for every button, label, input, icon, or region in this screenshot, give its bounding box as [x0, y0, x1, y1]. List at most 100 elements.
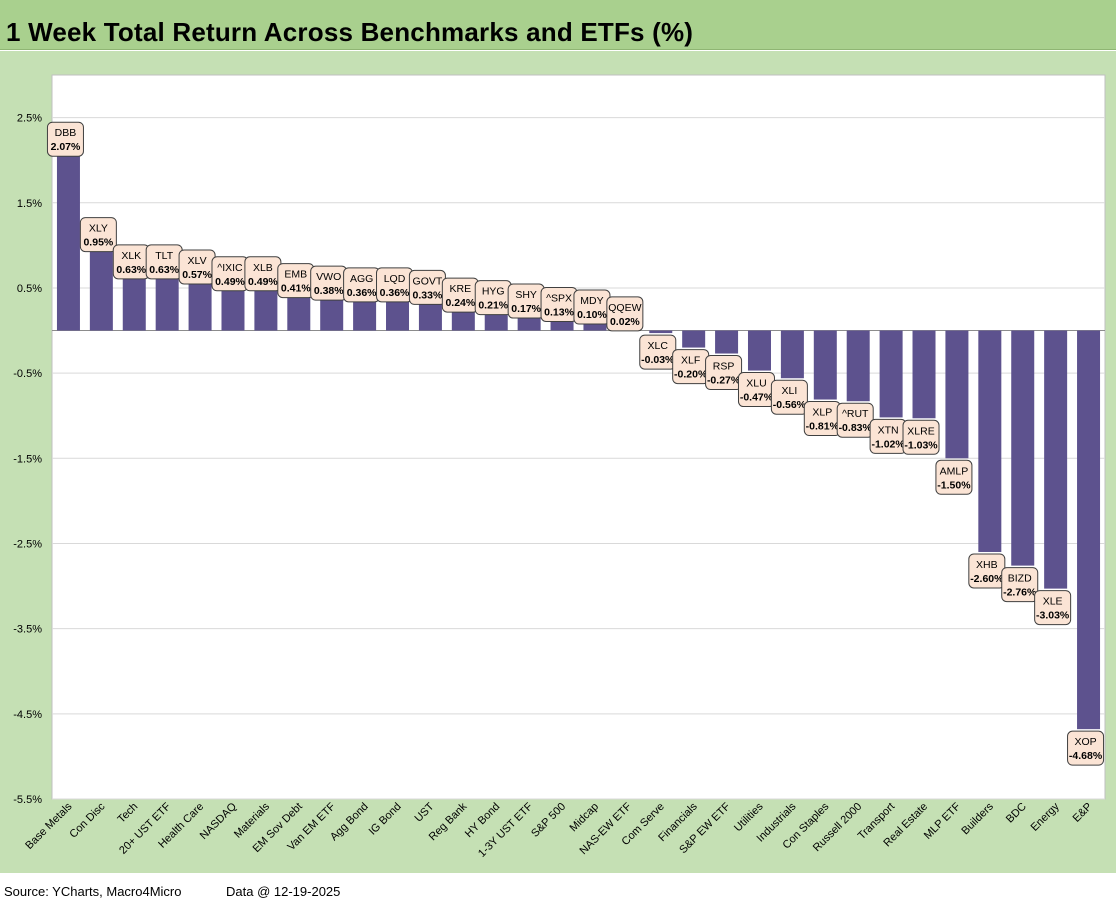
bar-govt [418, 302, 442, 331]
bar-chart: 2.5% 1.5% 0.5% -0.5% -1.5% -2.5% -3.5% -4.5% -5.… [13, 74, 1106, 860]
x-tick-label: Con Disc [67, 800, 107, 840]
data-label-box [606, 296, 644, 332]
data-label-value: 0.38% [314, 285, 344, 297]
data-label-ticker: MDY [580, 295, 603, 307]
source-note: Source: YCharts, Macro4Micro [4, 884, 182, 899]
data-label-ticker: TLT [155, 250, 173, 262]
bar-rsp [715, 330, 739, 354]
data-label-ticker: RSP [713, 361, 735, 373]
data-label-ticker: XOP [1074, 736, 1096, 748]
bar-emb [287, 295, 311, 331]
data-label-value: 0.33% [413, 289, 443, 301]
data-label-value: -0.83% [839, 422, 873, 434]
data-label-value: -0.81% [806, 421, 840, 433]
data-label-box [935, 459, 973, 495]
data-label-value: -1.03% [904, 439, 938, 451]
data-label-ticker: XLV [188, 255, 207, 267]
data-label-ticker: HYG [482, 286, 505, 298]
bar-xlp [813, 330, 837, 400]
bar-hyg [484, 312, 508, 331]
data-label-value: 0.17% [511, 303, 541, 315]
bar-xop [1077, 330, 1101, 730]
data-label-ticker: XLRE [907, 425, 934, 437]
bar-xtn [879, 330, 903, 418]
bar-vwo [320, 298, 344, 331]
data-label-value: 0.24% [445, 297, 475, 309]
data-label-ticker: XLP [812, 407, 832, 419]
bar-xlc [649, 330, 673, 334]
data-label-value: 2.07% [51, 141, 81, 153]
data-label-box [902, 419, 940, 455]
data-label-value: -0.03% [641, 354, 675, 366]
data-label-value: 0.10% [577, 309, 607, 321]
data-label-value: -0.20% [674, 369, 708, 381]
x-tick-label: MLP ETF [922, 800, 963, 841]
data-label-ticker: BIZD [1008, 573, 1032, 585]
bar-xhb [978, 330, 1002, 552]
x-tick-label: Builders [959, 800, 996, 837]
data-label-box [1034, 590, 1072, 626]
data-label-ticker: XLU [746, 378, 766, 390]
x-tick-label: UST [413, 800, 437, 824]
bar-agg [353, 299, 377, 331]
data-label-value: 0.57% [182, 269, 212, 281]
data-label-ticker: ^IXIC [217, 262, 243, 274]
data-label-ticker: VWO [316, 271, 341, 283]
data-label-ticker: ^RUT [842, 408, 869, 420]
x-tick-label: IG Bond [367, 801, 404, 838]
x-tick-label: NASDAQ [198, 800, 240, 842]
bar-amlp [945, 330, 969, 459]
data-label-ticker: KRE [450, 283, 472, 295]
data-label-value: 0.02% [610, 316, 640, 328]
bar-mdy [583, 322, 607, 331]
data-label-value: 0.41% [281, 283, 311, 295]
data-label-value: 0.13% [544, 306, 574, 318]
data-label-ticker: XTN [878, 424, 899, 436]
y-tick-label: -0.5% [13, 368, 42, 380]
data-label-ticker: AGG [350, 273, 373, 285]
data-label-value: 0.49% [215, 276, 245, 288]
data-label-value: -3.03% [1036, 610, 1070, 622]
bar-dbb [56, 154, 80, 331]
data-label-value: -0.47% [740, 392, 774, 404]
bar-xli [780, 330, 804, 379]
data-label-value: -0.56% [773, 399, 807, 411]
data-label-ticker: SHY [515, 289, 537, 301]
data-label-value: -4.68% [1069, 750, 1103, 762]
y-tick-label: -5.5% [13, 794, 42, 806]
bar-xly [89, 249, 113, 331]
bar-xlb [254, 288, 278, 331]
data-label-ticker: XLE [1043, 596, 1063, 608]
data-label-ticker: DBB [55, 127, 77, 139]
data-label-ticker: EMB [284, 269, 307, 281]
data-label-value: -1.02% [871, 438, 905, 450]
bar-xlf [682, 330, 706, 348]
y-tick-label: 0.5% [17, 283, 42, 295]
data-label-value: 0.63% [149, 264, 179, 276]
bar-xlu [747, 330, 771, 371]
data-label-value: 0.21% [478, 300, 508, 312]
bar-lqd [386, 299, 410, 331]
bar-rut [846, 330, 870, 402]
data-label-box [770, 379, 808, 415]
x-tick-label: Base Metals [23, 800, 75, 852]
data-label-ticker: QQEW [608, 302, 641, 314]
data-label-ticker: LQD [384, 273, 406, 285]
y-tick-label: -4.5% [13, 709, 42, 721]
bar-shy [517, 316, 541, 331]
data-label-box [46, 121, 84, 157]
data-label-ticker: XLF [681, 355, 700, 367]
bar-kre [451, 310, 475, 331]
data-date: Data @ 12-19-2025 [226, 884, 341, 899]
bar-xlk [122, 276, 146, 331]
data-label-value: 0.95% [83, 237, 113, 249]
data-label-box [1001, 567, 1039, 603]
data-label-ticker: XLY [89, 223, 108, 235]
data-label-value: 0.49% [248, 276, 278, 288]
data-label-ticker: XLI [782, 385, 798, 397]
data-label-value: -1.50% [937, 479, 971, 491]
bar-tlt [155, 276, 179, 331]
x-tick-label: E&P [1071, 801, 1095, 825]
y-tick-label: -1.5% [13, 453, 42, 465]
data-label-ticker: XHB [976, 559, 998, 571]
